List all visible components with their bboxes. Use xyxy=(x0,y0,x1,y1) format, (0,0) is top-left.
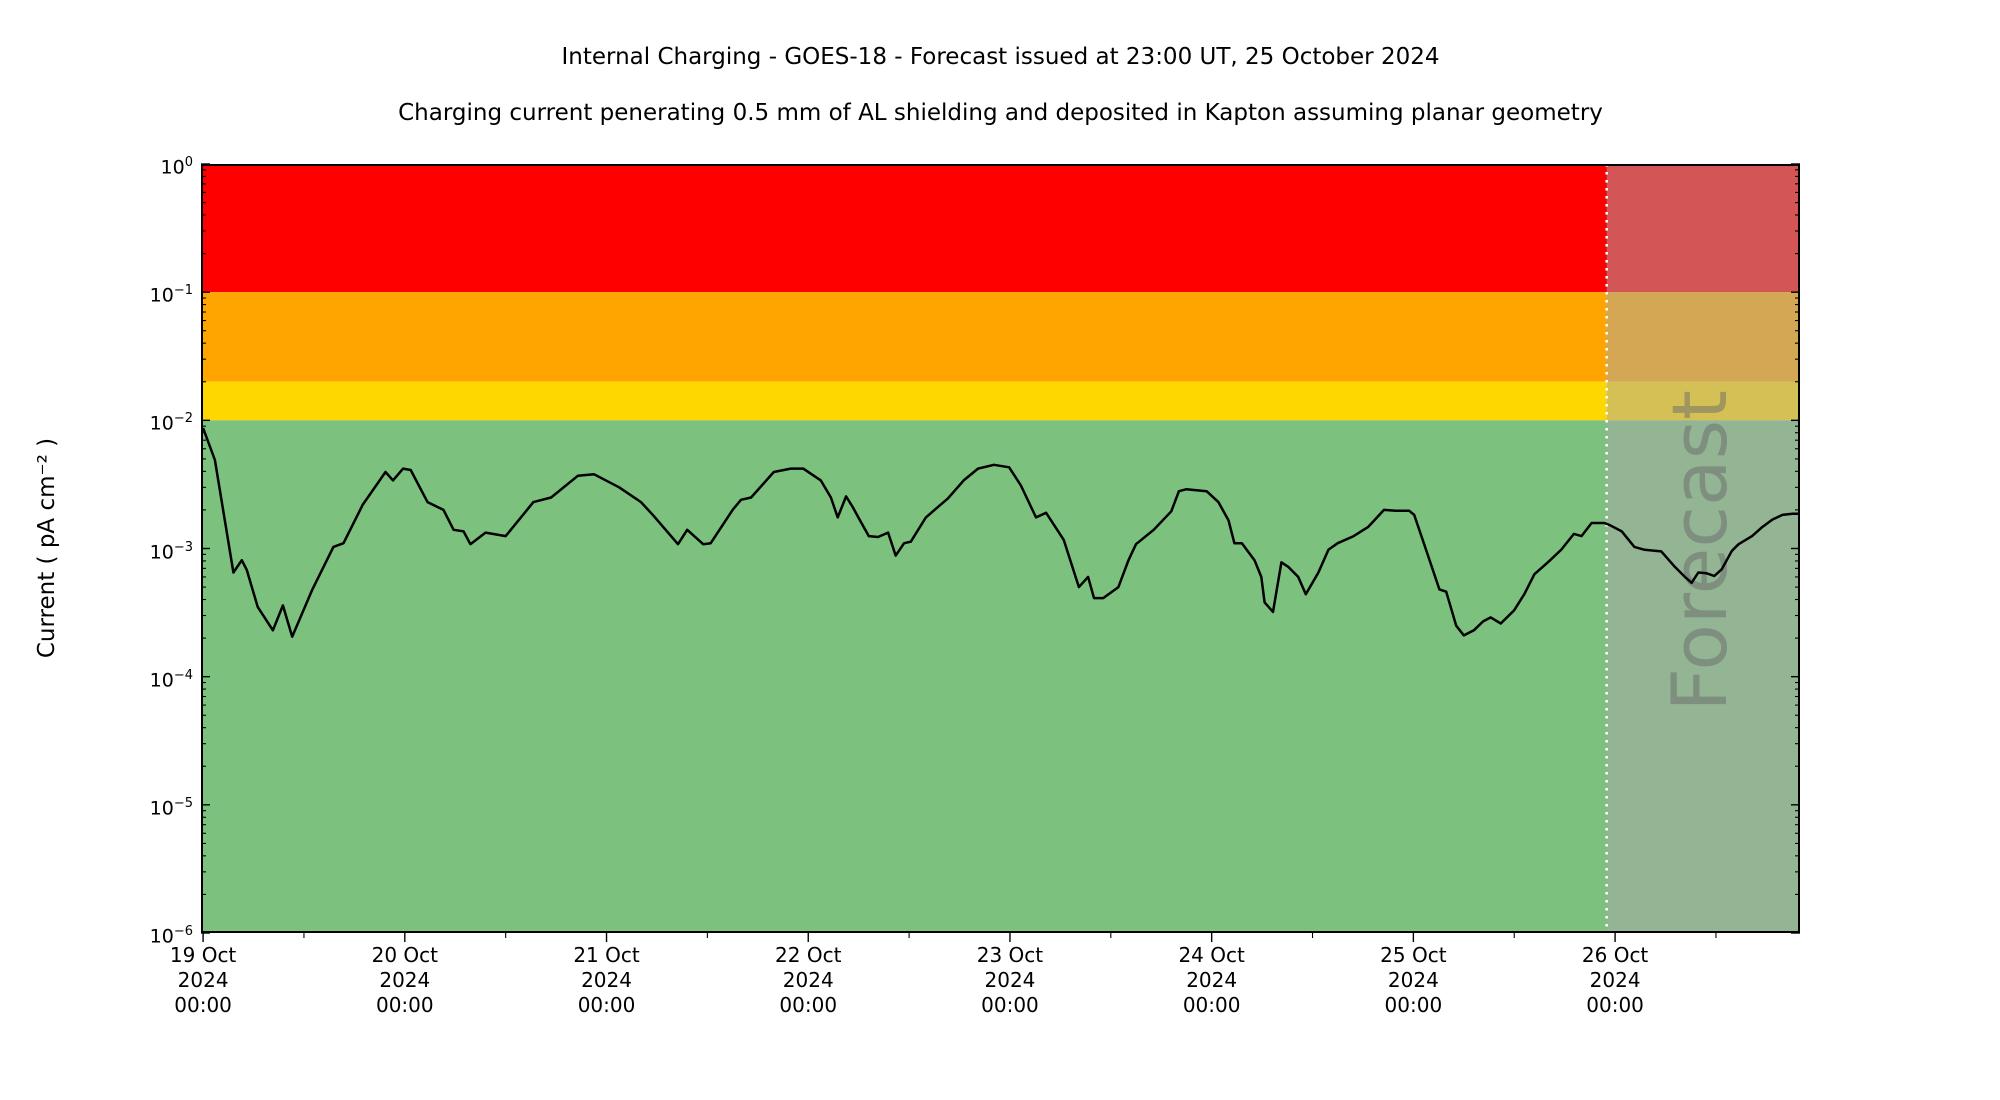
x-tick-label: 22 Oct 2024 00:00 xyxy=(775,943,842,1017)
forecast-label: Forecast xyxy=(1655,390,1744,712)
x-tick-label: 26 Oct 2024 00:00 xyxy=(1581,943,1649,1017)
orange-alert-band xyxy=(201,292,1800,382)
y-tick-label: 10−2 xyxy=(149,411,193,435)
x-tick-label: 21 Oct 2024 00:00 xyxy=(573,943,640,1017)
y-tick-label: 100 xyxy=(160,155,193,179)
plot-border xyxy=(201,164,1800,933)
charging-current-line xyxy=(201,427,1800,638)
x-tick-label: 23 Oct 2024 00:00 xyxy=(976,943,1044,1017)
x-tick-label: 24 Oct 2024 00:00 xyxy=(1178,943,1245,1017)
plot-area: Forecast xyxy=(201,163,1800,942)
y-tick-label: 10−4 xyxy=(149,667,193,691)
chart-title: Internal Charging - GOES-18 - Forecast i… xyxy=(561,44,1440,70)
red-alert-band xyxy=(201,164,1800,293)
x-tick-label: 19 Oct 2024 00:00 xyxy=(169,943,237,1017)
y-tick-label: 10−6 xyxy=(149,924,193,948)
chart-subtitle: Charging current penerating 0.5 mm of AL… xyxy=(398,100,1603,126)
y-tick-label: 10−1 xyxy=(149,283,193,307)
x-tick-label: 25 Oct 2024 00:00 xyxy=(1380,943,1447,1017)
y-tick-label: 10−3 xyxy=(149,539,193,563)
y-tick-label: 10−5 xyxy=(149,795,193,820)
x-tick-label: 20 Oct 2024 00:00 xyxy=(371,943,438,1017)
green-safe-band xyxy=(201,420,1800,933)
yellow-alert-band xyxy=(201,381,1800,421)
